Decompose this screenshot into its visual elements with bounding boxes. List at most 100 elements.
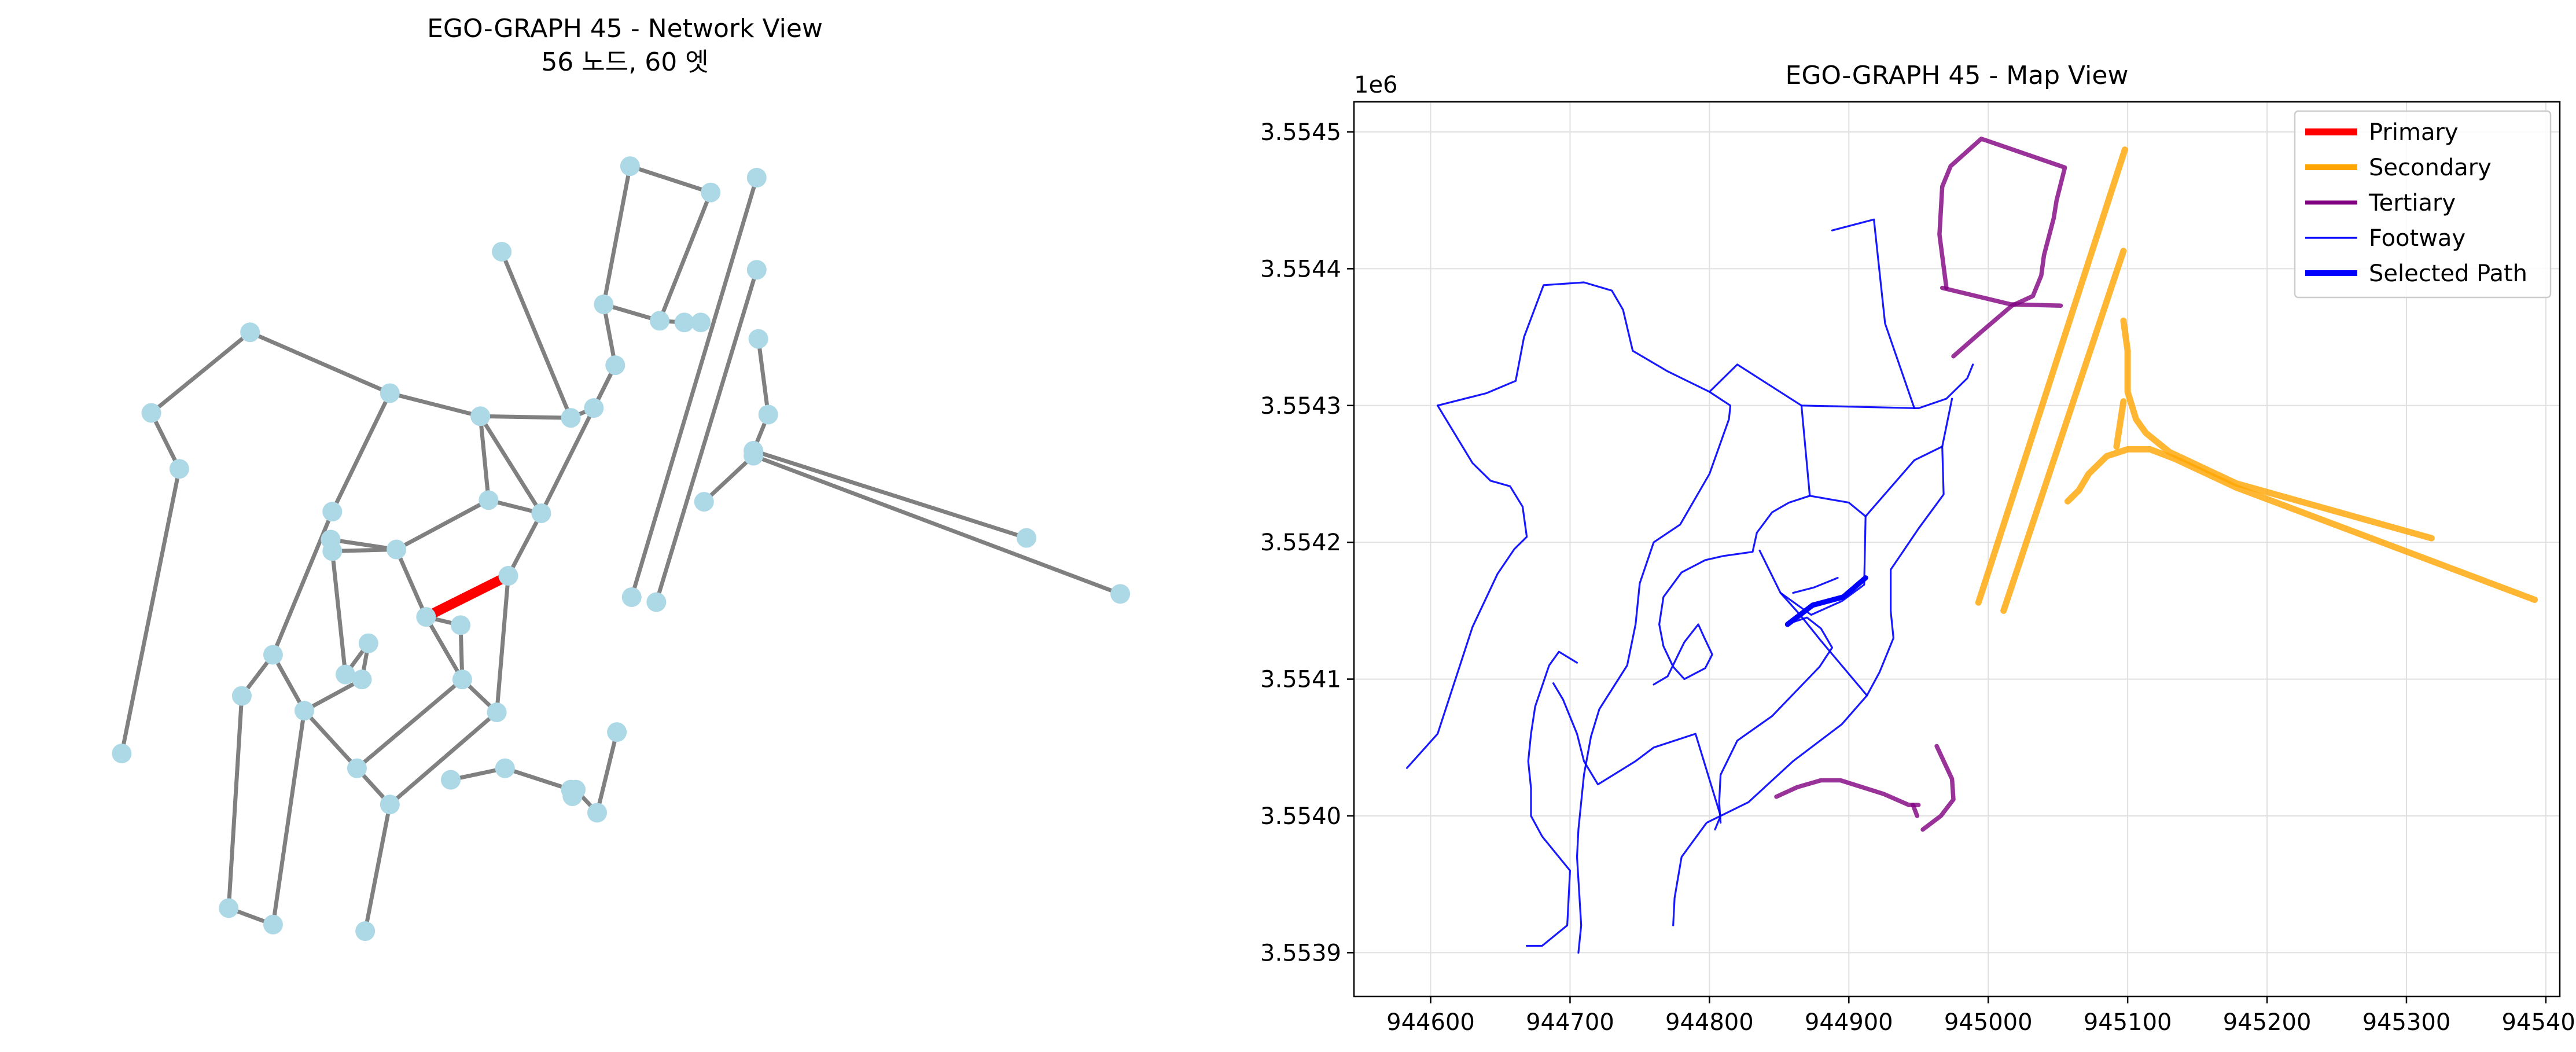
x-tick-label: 944600 — [1386, 1009, 1475, 1036]
network-node — [744, 446, 764, 466]
network-edge — [702, 454, 755, 503]
network-nodes — [112, 156, 1131, 941]
network-edge — [657, 192, 713, 322]
network-edge — [506, 512, 543, 577]
secondary-line — [2000, 248, 2127, 614]
network-node — [492, 241, 512, 262]
tertiary-line — [1911, 803, 1920, 818]
x-tick-label: 944800 — [1665, 1009, 1754, 1036]
network-highlight-edges — [424, 571, 511, 621]
x-tick-label: 944900 — [1805, 1009, 1893, 1036]
network-node — [566, 779, 586, 800]
network-node — [701, 182, 721, 203]
network-node — [263, 914, 283, 935]
network-node — [621, 587, 642, 608]
network-edge — [424, 616, 464, 681]
footway-line — [1792, 576, 1839, 594]
footway-line — [1718, 616, 1833, 824]
network-node — [294, 701, 314, 721]
secondary-line — [2065, 446, 2538, 603]
tertiary-line — [1920, 744, 1956, 832]
network-node — [352, 670, 372, 690]
network-node — [240, 322, 260, 343]
network-node — [355, 921, 376, 941]
network-node — [141, 403, 161, 423]
footway-line — [1653, 495, 1811, 686]
network-node — [607, 722, 627, 742]
network-edge — [363, 804, 392, 932]
network-edge — [149, 412, 182, 470]
network-node — [620, 156, 640, 176]
network-node — [380, 794, 400, 815]
footway-line — [1831, 218, 1916, 410]
legend: Primary Secondary Tertiary Footway Selected … — [2294, 110, 2552, 299]
network-node — [674, 312, 694, 333]
network-edge — [478, 415, 491, 501]
footway-line — [1866, 446, 1945, 697]
network-node — [584, 398, 604, 418]
network-node — [219, 898, 239, 918]
y-tick-label: 3.5545 — [1260, 119, 1341, 146]
secondary-line — [2120, 317, 2435, 542]
network-node — [748, 329, 768, 349]
network-node — [694, 492, 714, 512]
network-edge — [271, 653, 307, 712]
network-edge — [330, 551, 348, 675]
highlighted-edge — [424, 571, 511, 621]
network-node — [336, 664, 356, 685]
network-node — [498, 566, 518, 586]
y-tick-label: 3.5541 — [1260, 667, 1341, 693]
network-node — [531, 503, 551, 524]
tertiary-line — [1774, 778, 1921, 807]
network-edge — [601, 165, 632, 305]
network-node — [416, 607, 436, 627]
y-tick-label: 3.5539 — [1260, 940, 1341, 966]
legend-box — [2294, 110, 2552, 299]
network-edge — [389, 391, 481, 418]
x-axis: 944600 944700 944800 944900 945000 945100 9452… — [1386, 996, 2576, 1036]
network-node — [452, 670, 472, 690]
y-axis: 3.5539 3.5540 3.5541 3.5542 3.5543 3.5544 3.55… — [1260, 119, 1354, 966]
network-node — [387, 539, 407, 560]
network-node — [112, 744, 132, 764]
network-node — [263, 645, 283, 665]
network-edge — [539, 407, 596, 514]
network-node — [594, 294, 614, 314]
footway-line — [1526, 650, 1578, 947]
network-node — [587, 803, 608, 823]
legend-label: Secondary — [2369, 155, 2492, 181]
network-edge — [756, 339, 771, 415]
network-edge — [595, 731, 619, 814]
network-node — [746, 168, 767, 188]
network-edge — [303, 709, 359, 770]
network-edge — [119, 468, 182, 754]
y-offset-label: 1e6 — [1354, 72, 1398, 98]
network-node — [650, 311, 670, 331]
network-node — [451, 615, 471, 635]
network-panel: EGO-GRAPH 45 - Network View 56 노드, 60 엣 — [112, 14, 1131, 941]
x-tick-label: 945400 — [2502, 1009, 2576, 1036]
footway-line — [1552, 682, 1722, 831]
network-node — [605, 355, 625, 376]
network-node — [487, 702, 507, 723]
y-tick-label: 3.5544 — [1260, 256, 1341, 282]
y-tick-label: 3.5540 — [1260, 803, 1341, 830]
network-node — [322, 502, 343, 522]
network-edge — [249, 330, 391, 395]
network-node — [380, 383, 400, 403]
network-node — [358, 633, 378, 653]
footway-line — [1708, 363, 1974, 410]
network-node — [1110, 584, 1131, 604]
selected-path-line — [1784, 575, 1868, 627]
network-node — [561, 408, 581, 428]
network-edge — [355, 678, 464, 770]
x-tick-label: 945000 — [1944, 1009, 2033, 1036]
network-edge — [654, 269, 759, 603]
network-edge — [495, 575, 510, 713]
legend-label: Primary — [2369, 119, 2459, 146]
secondary-line — [1975, 146, 2128, 606]
network-edge — [303, 678, 363, 713]
network-edge — [394, 549, 428, 618]
map-series — [1406, 137, 2538, 954]
